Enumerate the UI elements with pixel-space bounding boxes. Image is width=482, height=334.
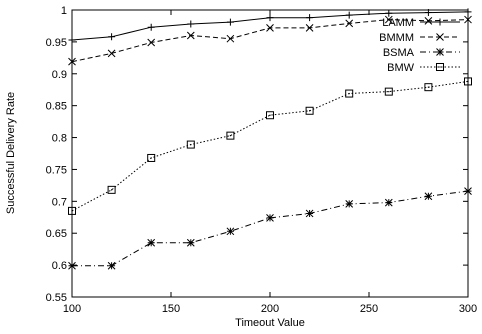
series-line-bmw: [71, 80, 469, 212]
data-point-bsma: [68, 261, 76, 270]
data-point-bmw-dot: [150, 157, 152, 159]
data-point-lamm: [266, 14, 274, 22]
data-point-lamm: [306, 14, 314, 22]
data-point-bmw: [464, 77, 472, 86]
data-point-bmw-dot: [427, 86, 429, 88]
data-point-bmw-dot: [229, 135, 231, 137]
legend-marker-dot: [439, 66, 441, 68]
legend-marker: [436, 33, 444, 41]
y-tick-label: 0.85: [46, 101, 67, 113]
x-tick-label: 300: [459, 303, 477, 315]
data-point-bsma: [147, 238, 156, 247]
data-point-bmmm: [424, 16, 433, 25]
data-point-lamm: [68, 36, 76, 44]
x-tick-label: 250: [360, 303, 378, 315]
data-point-bmw-dot: [467, 80, 469, 83]
data-point-bmmm: [384, 15, 393, 24]
data-point-bmmm: [464, 15, 472, 24]
legend-label: BMMM: [379, 32, 414, 44]
data-point-bmw-dot: [269, 114, 271, 116]
data-point-bmmm: [266, 24, 274, 32]
y-tick-label: 0.9: [52, 69, 67, 81]
data-point-bmw: [68, 206, 76, 215]
data-point-bmw: [226, 131, 235, 140]
legend-label: BSMA: [383, 47, 415, 59]
data-point-bmw: [424, 83, 433, 92]
data-point-bmw: [305, 106, 314, 115]
data-point-lamm: [147, 23, 155, 31]
series-line-bsma: [72, 190, 469, 267]
data-point-bmw-dot: [190, 143, 192, 146]
x-tick-label: 100: [63, 303, 81, 315]
data-point-lamm: [345, 11, 353, 19]
data-point-bsma: [384, 198, 393, 207]
y-tick-label: 0.6: [52, 260, 67, 272]
data-point-bsma: [266, 214, 274, 222]
data-point-bmw-dot: [71, 210, 73, 212]
data-point-bmmm: [305, 24, 314, 32]
data-point-bmw: [107, 185, 116, 194]
data-point-bmmm: [226, 34, 235, 43]
x-tick-label: 150: [162, 303, 180, 315]
data-point-bmw: [345, 89, 354, 98]
data-point-bmw-dot: [309, 110, 311, 112]
y-tick-label: 0.95: [46, 37, 67, 49]
data-point-bmmm: [107, 49, 116, 58]
legend: LAMM BMMM BSMA BMW: [379, 17, 460, 74]
y-tick-label: 0.8: [52, 133, 67, 145]
data-point-bmmm: [345, 19, 354, 28]
data-point-bmmm: [147, 38, 156, 47]
data-point-lamm: [464, 8, 472, 16]
y-axis-label: Successful Delivery Rate: [5, 92, 17, 214]
data-point-bmw: [384, 87, 393, 96]
legend-marker: [436, 48, 444, 56]
axis-ticks: 100 150 200 250 300 0.55 0.6 0.65 0.7 0.75 0.8 0.85…: [46, 5, 478, 315]
data-point-bsma: [464, 187, 472, 195]
y-tick-label: 0.65: [46, 228, 67, 240]
data-point-lamm: [424, 9, 432, 17]
y-tick-label: 0.75: [46, 164, 67, 176]
y-tick-label: 0.55: [46, 292, 67, 304]
x-tick-label: 200: [261, 303, 279, 315]
y-tick-label: 0.7: [52, 196, 67, 208]
data-point-bmw-dot: [111, 189, 113, 191]
y-tick-label: 1: [61, 5, 67, 17]
data-point-bmmm: [186, 31, 195, 40]
data-point-bsma: [305, 209, 314, 218]
data-point-bmw: [266, 111, 274, 120]
series-markers: [68, 8, 472, 270]
legend-marker: [436, 18, 444, 26]
data-point-lamm: [385, 9, 393, 17]
data-point-bmw: [186, 140, 195, 149]
x-axis-label: Timeout Value: [235, 317, 305, 329]
data-point-bmw-dot: [348, 92, 350, 95]
data-point-bsma: [424, 192, 433, 201]
data-point-bsma: [345, 200, 354, 208]
data-point-bmmm: [68, 57, 76, 66]
data-point-bsma: [107, 261, 116, 270]
data-point-bmw-dot: [388, 91, 390, 93]
legend-label: LAMM: [382, 17, 414, 29]
data-point-lamm: [187, 20, 195, 28]
data-point-lamm: [108, 33, 116, 41]
data-point-bsma: [226, 227, 235, 236]
data-point-lamm: [226, 18, 234, 26]
data-point-bmw: [147, 153, 156, 162]
data-point-bsma: [186, 238, 195, 247]
legend-label: BMW: [387, 62, 415, 74]
legend-marker: [436, 63, 444, 71]
